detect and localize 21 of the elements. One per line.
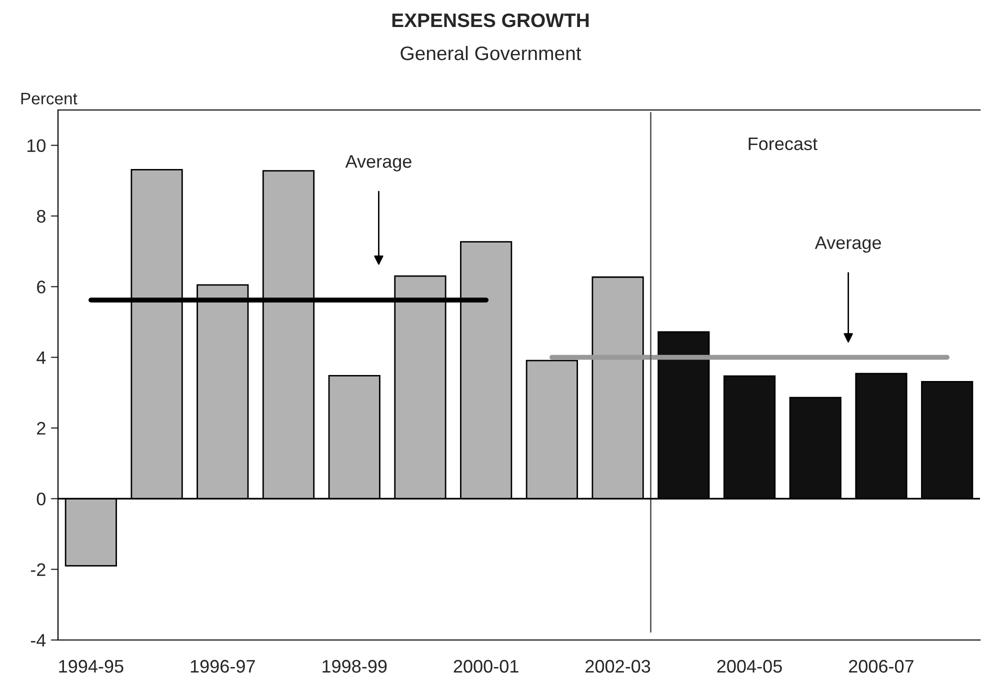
x-tick-label: 2000-01 <box>454 660 518 673</box>
y-tick-label: 10 <box>27 139 46 152</box>
y-tick-label: 8 <box>36 210 46 223</box>
x-tick-label: 2004-05 <box>717 660 782 673</box>
y-tick-label: 0 <box>36 492 46 506</box>
annotation: Average <box>814 236 881 253</box>
y-tick-label: 4 <box>36 351 46 364</box>
annotation: Average <box>345 155 412 172</box>
x-tick-label: 1998-99 <box>322 660 387 673</box>
annotation: Forecast <box>748 138 818 150</box>
chart-subtitle: General Government <box>400 46 582 60</box>
y-tick-label: 6 <box>37 280 46 294</box>
chart-title: EXPENSES GROWTH <box>392 13 589 28</box>
y-tick-label: -4 <box>30 634 46 647</box>
x-tick-label: 2006-07 <box>849 660 914 673</box>
x-tick-label: 1994-95 <box>59 660 124 673</box>
y-tick-label: -2 <box>30 563 46 576</box>
y-axis-title: Percent <box>21 92 78 104</box>
x-tick-label: 1996-97 <box>190 660 255 673</box>
y-tick-label: 2 <box>37 422 46 435</box>
x-tick-label: 2002-03 <box>586 660 650 673</box>
